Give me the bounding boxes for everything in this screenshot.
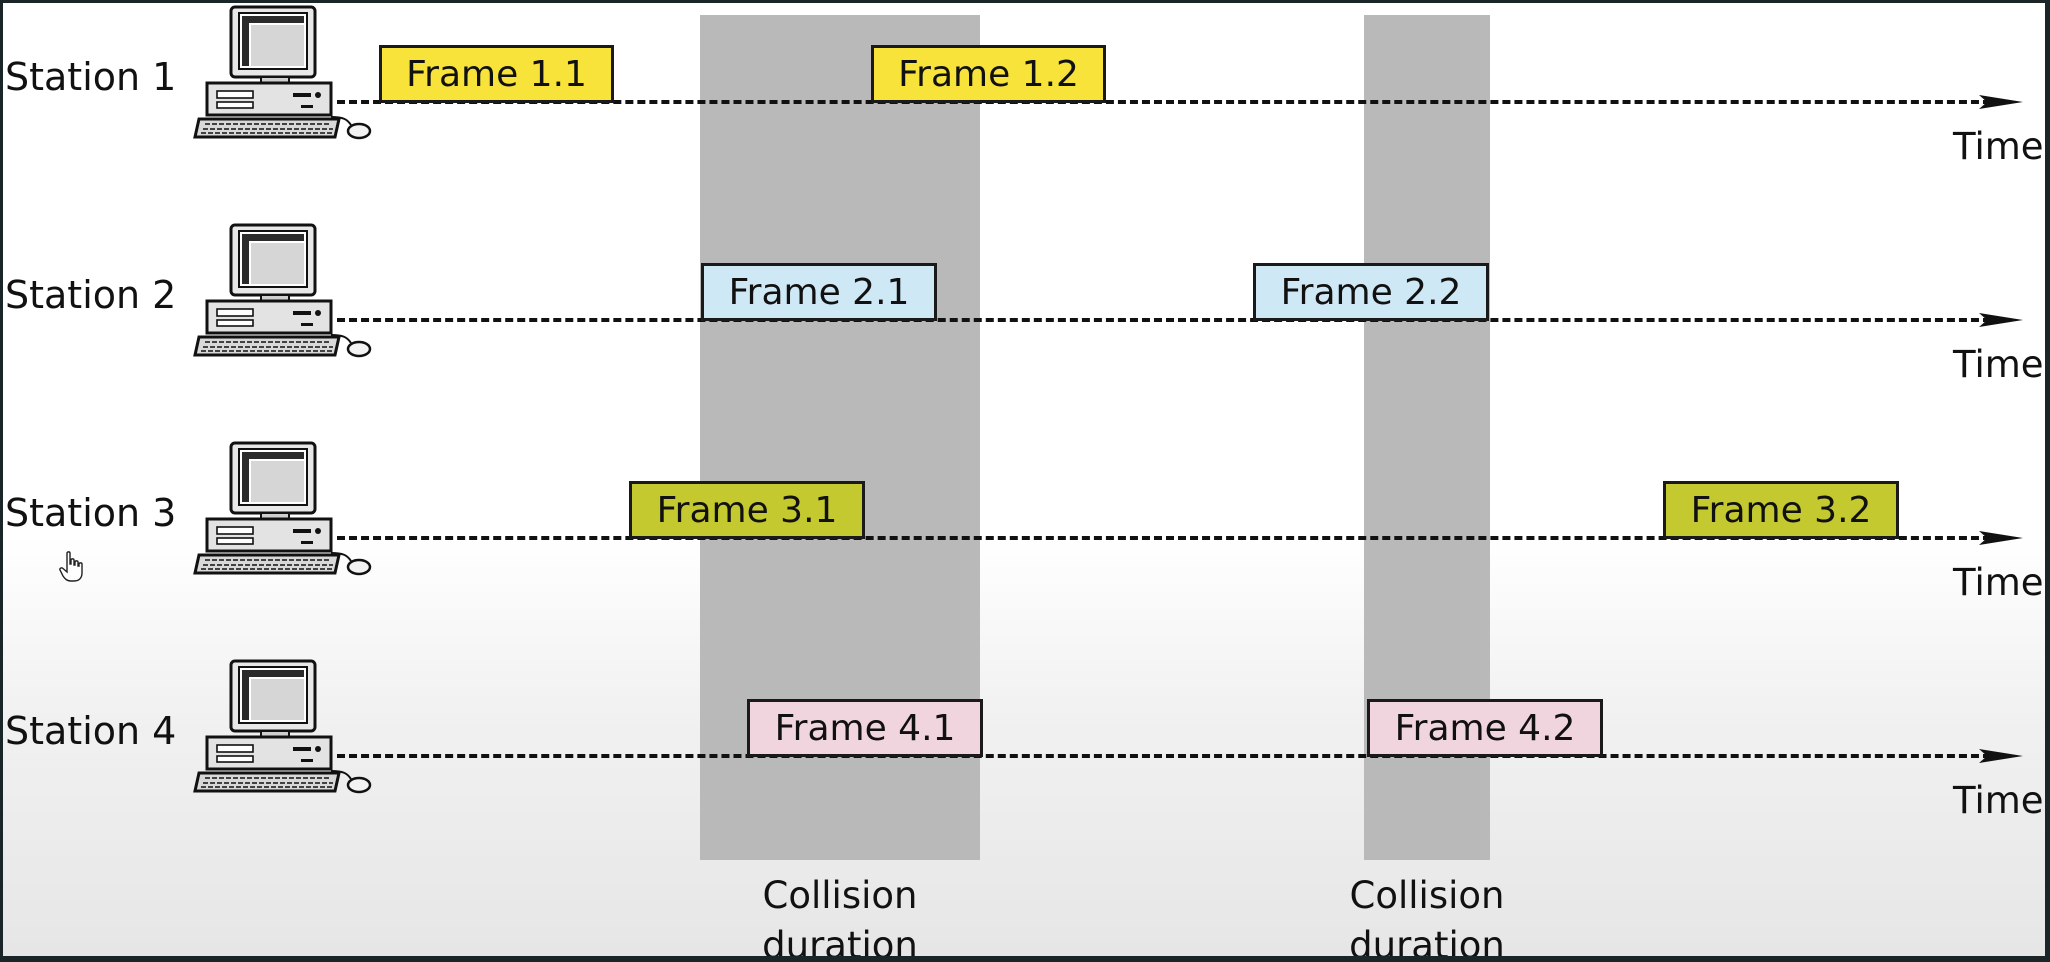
- collision-diagram: Station 1 Time Station 2 Time Station 3: [3, 3, 2045, 956]
- arrow-right-icon: [1979, 313, 2023, 327]
- timeline-3: [337, 536, 2003, 540]
- desktop-computer-icon: [193, 223, 372, 358]
- frame-2-2: Frame 2.2: [1253, 263, 1489, 321]
- collision-label-1-line1: Collision: [762, 874, 918, 917]
- time-label-2: Time: [1953, 343, 2044, 386]
- frame-2-1: Frame 2.1: [701, 263, 937, 321]
- station-label-1: Station 1: [5, 55, 177, 99]
- time-label-4: Time: [1953, 779, 2044, 822]
- desktop-computer-icon: [193, 441, 372, 576]
- arrow-right-icon: [1979, 749, 2023, 763]
- desktop-computer-icon: [193, 659, 372, 794]
- frame-4-2: Frame 4.2: [1367, 699, 1603, 757]
- arrow-right-icon: [1979, 95, 2023, 109]
- collision-label-1-line2: duration: [762, 924, 918, 956]
- station-label-2: Station 2: [5, 273, 177, 317]
- station-label-4: Station 4: [5, 709, 177, 753]
- timeline-2: [337, 318, 2003, 322]
- timeline-4: [337, 754, 2003, 758]
- station-label-3: Station 3: [5, 491, 177, 535]
- timeline-1: [337, 100, 2003, 104]
- collision-label-1: Collision duration: [700, 871, 980, 956]
- frame-3-1: Frame 3.1: [629, 481, 865, 539]
- frame-1-2: Frame 1.2: [871, 45, 1106, 103]
- time-label-1: Time: [1953, 125, 2044, 168]
- collision-label-2-line2: duration: [1349, 924, 1505, 956]
- collision-label-2: Collision duration: [1287, 871, 1567, 956]
- desktop-computer-icon: [193, 5, 372, 140]
- frame-4-1: Frame 4.1: [747, 699, 983, 757]
- collision-label-2-line1: Collision: [1349, 874, 1505, 917]
- frame-1-1: Frame 1.1: [379, 45, 614, 103]
- time-label-3: Time: [1953, 561, 2044, 604]
- arrow-right-icon: [1979, 531, 2023, 545]
- hand-cursor-icon: [59, 551, 83, 582]
- frame-3-2: Frame 3.2: [1663, 481, 1899, 539]
